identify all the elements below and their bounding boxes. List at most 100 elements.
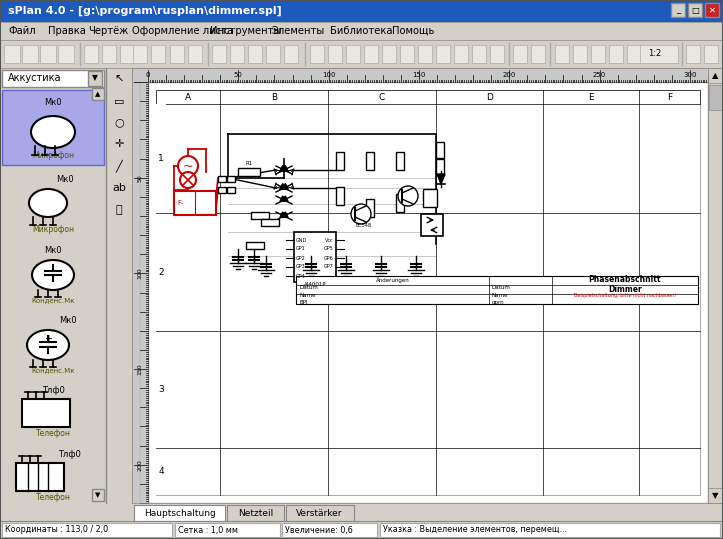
Bar xyxy=(382,45,396,63)
Bar xyxy=(58,45,74,63)
Text: Тлф0: Тлф0 xyxy=(41,386,64,395)
Bar xyxy=(174,191,216,215)
Bar xyxy=(0,40,723,68)
Bar xyxy=(708,68,723,503)
Polygon shape xyxy=(281,196,288,202)
Text: Netzteil: Netzteil xyxy=(238,508,273,517)
Polygon shape xyxy=(280,196,287,202)
Text: ↖: ↖ xyxy=(114,75,124,85)
Bar xyxy=(227,505,283,521)
Text: Мк0: Мк0 xyxy=(59,316,77,325)
Polygon shape xyxy=(281,212,288,217)
Text: 250: 250 xyxy=(593,72,607,78)
Text: Vcc: Vcc xyxy=(325,238,334,243)
Text: F: F xyxy=(667,93,672,101)
Bar xyxy=(336,187,344,205)
Bar xyxy=(296,276,698,304)
Bar xyxy=(132,521,150,530)
Circle shape xyxy=(398,186,418,206)
Ellipse shape xyxy=(31,116,75,148)
Text: ✛: ✛ xyxy=(114,139,124,149)
Text: +: + xyxy=(44,334,52,344)
Text: ~: ~ xyxy=(183,160,193,172)
Text: Библиотека: Библиотека xyxy=(330,26,393,36)
Text: Элементы: Элементы xyxy=(272,26,325,36)
Polygon shape xyxy=(281,166,288,171)
Text: Аккустика: Аккустика xyxy=(8,73,61,83)
Bar xyxy=(175,523,280,537)
Text: Чертёж: Чертёж xyxy=(88,26,128,36)
Text: Verstärker: Verstärker xyxy=(296,508,343,517)
Bar xyxy=(472,45,486,63)
Bar xyxy=(156,104,166,495)
Text: 4: 4 xyxy=(158,467,164,476)
Text: Änderungen: Änderungen xyxy=(376,278,409,284)
Text: F-: F- xyxy=(177,200,184,206)
Bar xyxy=(227,187,235,193)
Text: A: A xyxy=(185,93,191,101)
Bar xyxy=(0,22,723,40)
Bar xyxy=(310,45,324,63)
Bar xyxy=(170,45,184,63)
Bar xyxy=(282,523,377,537)
Text: 🔍: 🔍 xyxy=(116,205,122,215)
Text: GP1: GP1 xyxy=(296,246,306,252)
Bar xyxy=(688,3,702,17)
Bar xyxy=(705,3,719,17)
Text: 50: 50 xyxy=(137,174,142,182)
Text: AJ4001P: AJ4001P xyxy=(304,282,326,287)
Text: Микрофон: Микрофон xyxy=(32,225,74,233)
Ellipse shape xyxy=(27,330,69,360)
Polygon shape xyxy=(281,184,288,189)
Text: C: C xyxy=(379,93,385,101)
Bar xyxy=(120,45,134,63)
Bar xyxy=(513,45,527,63)
Bar xyxy=(40,45,56,63)
Text: Name: Name xyxy=(299,293,315,298)
Text: 150: 150 xyxy=(412,72,426,78)
Bar xyxy=(266,45,280,63)
Bar xyxy=(152,522,202,529)
Bar xyxy=(396,194,404,212)
Text: ▼: ▼ xyxy=(95,492,100,498)
Text: ╱: ╱ xyxy=(116,160,122,172)
Circle shape xyxy=(178,156,198,176)
Text: 300: 300 xyxy=(683,72,697,78)
Bar xyxy=(218,187,226,193)
Circle shape xyxy=(351,204,371,224)
Bar xyxy=(555,45,569,63)
Bar xyxy=(2,90,104,165)
Bar xyxy=(132,82,148,503)
Text: 1: 1 xyxy=(158,154,164,163)
Bar xyxy=(366,199,374,217)
Bar xyxy=(328,45,342,63)
Text: Тлф0: Тлф0 xyxy=(58,450,80,459)
Text: 100: 100 xyxy=(322,72,335,78)
Text: ✕: ✕ xyxy=(709,5,716,15)
Bar xyxy=(212,45,226,63)
Bar xyxy=(286,505,354,521)
Polygon shape xyxy=(280,184,287,189)
Bar xyxy=(671,3,685,17)
Bar xyxy=(246,242,264,249)
Bar xyxy=(22,399,70,427)
Bar xyxy=(261,219,279,226)
Bar xyxy=(421,214,443,236)
Bar xyxy=(284,45,298,63)
Bar xyxy=(227,176,235,182)
Bar xyxy=(238,168,260,176)
Bar xyxy=(609,45,623,63)
Polygon shape xyxy=(437,174,445,184)
Ellipse shape xyxy=(32,260,74,290)
Text: Телефон: Телефон xyxy=(35,430,71,439)
Bar xyxy=(336,152,344,170)
Text: Телефон: Телефон xyxy=(35,494,71,502)
Text: GP6: GP6 xyxy=(324,255,334,260)
Text: 200: 200 xyxy=(502,72,516,78)
Text: Мк0: Мк0 xyxy=(56,175,74,184)
Text: Сетка : 1,0 мм: Сетка : 1,0 мм xyxy=(178,526,238,535)
Text: Hauptschaltung: Hauptschaltung xyxy=(144,508,215,517)
Polygon shape xyxy=(280,166,287,171)
Ellipse shape xyxy=(29,189,67,217)
Bar xyxy=(400,45,414,63)
